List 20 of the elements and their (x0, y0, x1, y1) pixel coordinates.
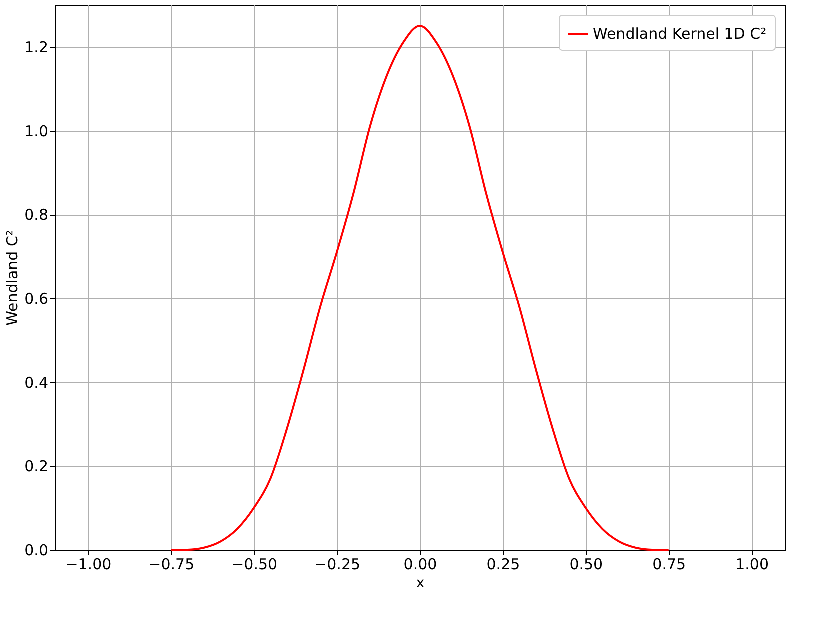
y-tick-label: 0.2 (24, 458, 48, 476)
y-axis-title: Wendland C² (4, 230, 22, 326)
x-tick-label: 0.75 (652, 556, 686, 574)
x-tick-label: 0.00 (404, 556, 438, 574)
x-tick-label: −1.00 (66, 556, 112, 574)
y-tick-label: 0.0 (24, 542, 48, 560)
line-series (170, 24, 670, 551)
legend-label: Wendland Kernel 1D C² (593, 25, 767, 43)
y-tick-label: 0.8 (24, 206, 48, 224)
x-tick-label: 1.00 (736, 556, 770, 574)
y-tick-label: 1.2 (24, 38, 48, 56)
x-axis-title: x (416, 576, 425, 592)
y-tick-label: 0.4 (24, 374, 48, 392)
y-tick-label: 0.6 (24, 290, 48, 308)
x-tick-label: −0.75 (148, 556, 195, 574)
x-tick-label: −0.50 (232, 556, 278, 574)
x-tick-label: 0.50 (570, 556, 604, 574)
x-tick-label: 0.25 (486, 556, 520, 574)
x-tick-label: −0.25 (314, 556, 361, 574)
y-tick-label: 1.0 (24, 122, 48, 140)
